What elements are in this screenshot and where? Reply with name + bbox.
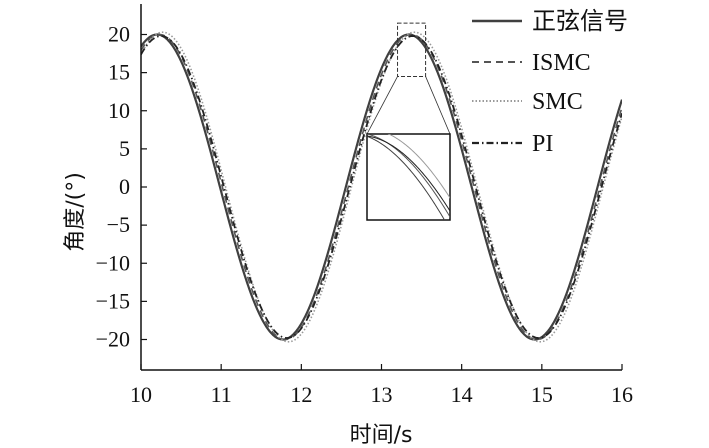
series-line-3 xyxy=(141,35,622,339)
zoom-annotation xyxy=(366,22,451,221)
x-axis-title: 时间/s xyxy=(350,423,413,448)
y-tick-label: −5 xyxy=(107,212,130,237)
y-tick-label: 20 xyxy=(108,22,130,47)
y-tick-label: −20 xyxy=(96,327,130,352)
x-tick-label: 12 xyxy=(290,382,312,407)
inset-series-line-0 xyxy=(367,135,446,220)
x-tick-label: 11 xyxy=(211,382,232,407)
legend-label-2: SMC xyxy=(532,89,583,115)
zoom-inset-series xyxy=(367,134,450,220)
series-line-1 xyxy=(141,33,622,341)
y-tick-label: 15 xyxy=(108,60,130,85)
x-tick-label: 15 xyxy=(531,382,553,407)
legend-label-0: 正弦信号 xyxy=(532,8,628,35)
legend: 正弦信号 ISMC SMC PI xyxy=(472,8,628,157)
series-layer xyxy=(141,31,622,343)
y-axis-title: 角度/(°) xyxy=(63,172,88,252)
legend-label-3: PI xyxy=(532,131,553,157)
y-tick-label: 0 xyxy=(119,174,130,199)
zoom-connector-right xyxy=(425,76,451,135)
y-tick-label: 10 xyxy=(108,98,130,123)
y-tick-label: −15 xyxy=(96,288,130,313)
series-line-2 xyxy=(141,31,622,343)
x-tick-label: 13 xyxy=(371,382,393,407)
y-tick-label: −10 xyxy=(96,250,130,275)
inset-series-line-1 xyxy=(367,134,450,218)
legend-label-1: ISMC xyxy=(532,50,591,76)
x-tick-label: 14 xyxy=(451,382,473,407)
zoom-connector-left xyxy=(366,76,398,135)
y-tick-label: 5 xyxy=(119,136,130,161)
x-tick-label: 10 xyxy=(130,382,152,407)
ticks: 10 11 12 13 14 15 16 20 15 10 5 0 −5 −10 −15 −20 xyxy=(96,22,633,408)
zoom-region-box xyxy=(397,22,427,77)
x-tick-label: 16 xyxy=(611,382,633,407)
inset-series-line-2 xyxy=(387,134,450,199)
inset-series-line-3 xyxy=(367,135,450,212)
